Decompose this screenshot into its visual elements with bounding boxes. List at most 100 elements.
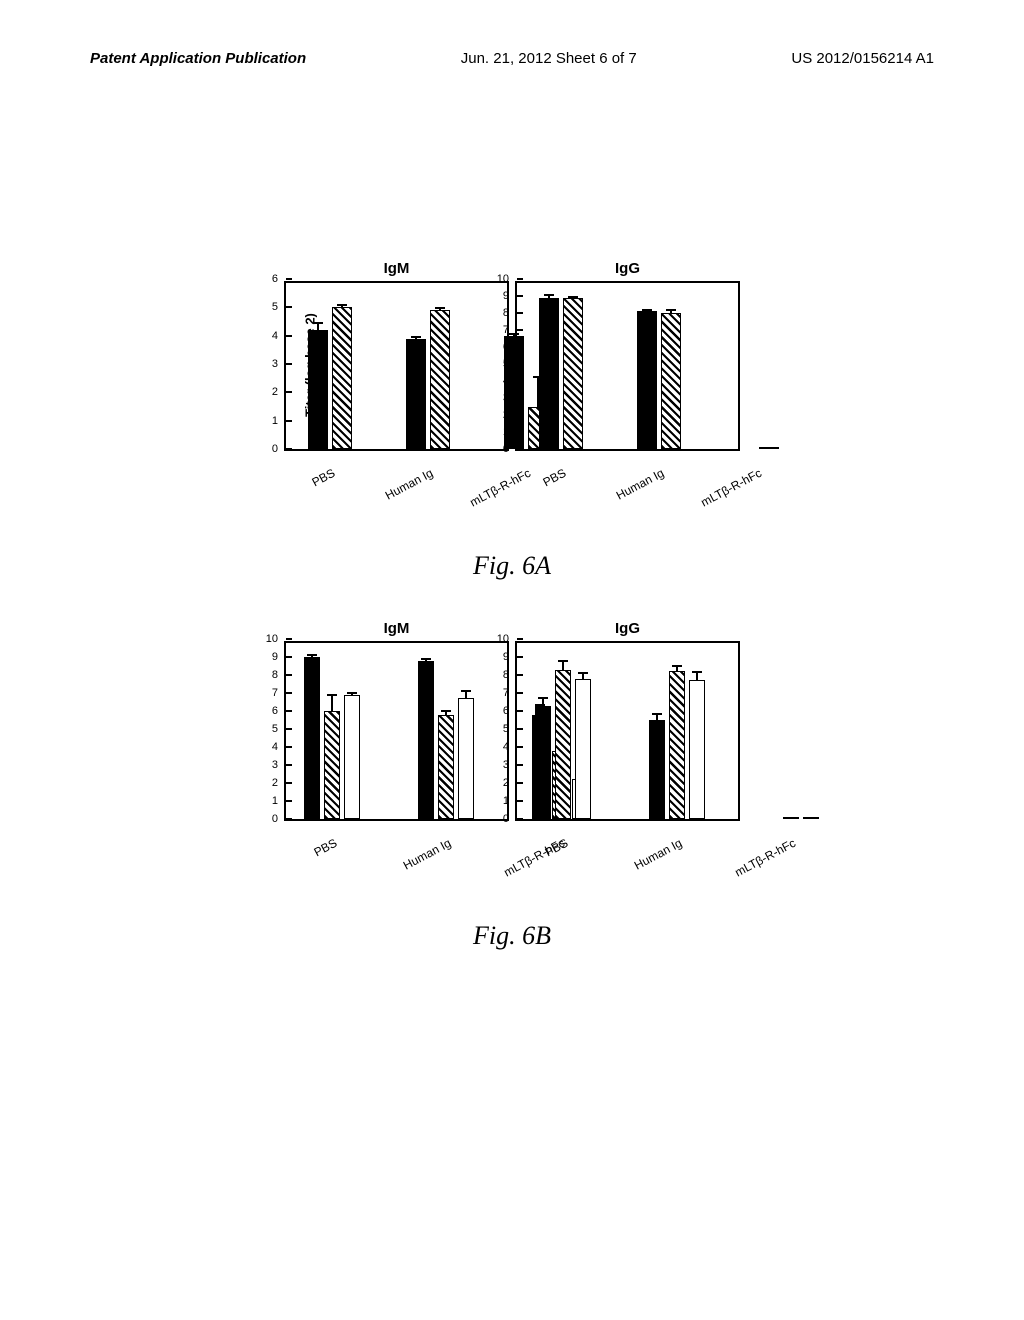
bar — [759, 447, 779, 449]
error-bar — [331, 694, 333, 712]
y-tick-label: 5 — [489, 723, 509, 735]
y-tick-label: 1 — [489, 795, 509, 807]
bar — [637, 311, 657, 449]
x-tick-label: Human Ig — [401, 836, 454, 873]
y-tick — [286, 638, 292, 640]
y-tick-label: 5 — [489, 358, 509, 370]
bars-container — [286, 283, 507, 449]
y-tick-label: 0 — [258, 813, 278, 825]
figure-6a: IgMTiter (log base 2)0123456PBSHuman Igm… — [284, 260, 740, 581]
error-bar — [542, 697, 544, 706]
y-tick-label: 1 — [489, 426, 509, 438]
y-tick-label: 2 — [489, 409, 509, 421]
header-right: US 2012/0156214 A1 — [791, 50, 934, 67]
y-tick-label: 7 — [489, 687, 509, 699]
error-bar — [646, 309, 648, 312]
y-tick — [517, 638, 523, 640]
chart-panel: IgMTiter (log base 2)012345678910PBSHuma… — [284, 620, 509, 881]
y-tick-label: 2 — [489, 777, 509, 789]
panel-title: IgM — [284, 260, 509, 277]
plot-area: 0123456 — [284, 281, 509, 451]
y-tick — [286, 278, 292, 280]
error-bar — [415, 336, 417, 339]
error-bar — [425, 658, 427, 661]
error-bar — [317, 322, 319, 331]
bar-group — [535, 670, 591, 819]
y-tick-label: 8 — [258, 669, 278, 681]
y-tick-label: 10 — [489, 273, 509, 285]
y-tick-label: 7 — [258, 687, 278, 699]
bar — [783, 817, 799, 819]
y-tick-label: 4 — [489, 741, 509, 753]
bar — [418, 661, 434, 819]
y-tick — [517, 278, 523, 280]
y-tick-label: 10 — [489, 633, 509, 645]
chart-panel: IgMTiter (log base 2)0123456PBSHuman Igm… — [284, 260, 509, 511]
y-tick-label: 5 — [258, 723, 278, 735]
bar — [438, 715, 454, 819]
bar — [308, 330, 328, 449]
bar-group — [304, 657, 360, 819]
y-tick-label: 2 — [258, 777, 278, 789]
y-tick-label: 8 — [489, 307, 509, 319]
y-tick-label: 3 — [258, 358, 278, 370]
y-tick-label: 0 — [258, 443, 278, 455]
x-tick-label: Human Ig — [632, 836, 685, 873]
chart-panel: IgG012345678910PBSHuman IgmLTβ-R-hFc — [515, 260, 740, 511]
y-tick-label: 6 — [258, 273, 278, 285]
bar-group — [406, 310, 450, 449]
bar — [803, 817, 819, 819]
bars-container — [286, 643, 507, 819]
error-bar — [439, 307, 441, 311]
bar — [563, 298, 583, 449]
y-tick-label: 3 — [489, 392, 509, 404]
error-bar — [670, 309, 672, 314]
panel-title: IgG — [515, 620, 740, 637]
bar-group — [735, 447, 779, 449]
plot-area: 012345678910 — [284, 641, 509, 821]
x-tick-label: mLTβ-R-hFc — [733, 836, 798, 880]
fig6b-caption: Fig. 6B — [284, 921, 740, 951]
error-bar — [656, 713, 658, 720]
error-bar — [548, 294, 550, 297]
y-tick-label: 4 — [489, 375, 509, 387]
x-tick-label: PBS — [312, 836, 340, 860]
x-tick-label: PBS — [310, 466, 338, 490]
fig6a-caption: Fig. 6A — [284, 551, 740, 581]
bar-group — [637, 311, 681, 449]
bar-group — [308, 307, 352, 449]
y-tick-label: 8 — [489, 669, 509, 681]
error-bar — [582, 672, 584, 679]
x-tick-label: mLTβ-R-hFc — [699, 466, 764, 510]
bar — [689, 680, 705, 819]
y-tick-label: 4 — [258, 741, 278, 753]
y-tick-label: 0 — [489, 813, 509, 825]
x-labels: PBSHuman IgmLTβ-R-hFc — [284, 451, 509, 511]
x-labels: PBSHuman IgmLTβ-R-hFc — [284, 821, 509, 881]
y-tick-label: 0 — [489, 443, 509, 455]
bars-container — [517, 643, 738, 819]
chart-panel: IgG 012345678910PBSHuman IgmLTβ-R-hFc — [515, 620, 740, 881]
y-tick-label: 9 — [489, 651, 509, 663]
y-tick-label: 1 — [258, 415, 278, 427]
panel-title: IgM — [284, 620, 509, 637]
y-tick-label: 1 — [258, 795, 278, 807]
bar — [344, 695, 360, 819]
bar — [430, 310, 450, 449]
x-labels: PBSHuman IgmLTβ-R-hFc — [515, 821, 740, 881]
bar-group — [763, 817, 819, 819]
header-center: Jun. 21, 2012 Sheet 6 of 7 — [461, 50, 637, 67]
x-tick-label: PBS — [541, 466, 569, 490]
error-bar — [311, 654, 313, 657]
plot-area: 012345678910 — [515, 641, 740, 821]
bar — [661, 313, 681, 449]
x-tick-label: Human Ig — [614, 466, 667, 503]
bar-group — [539, 298, 583, 449]
bar — [669, 671, 685, 819]
bar — [575, 679, 591, 819]
bar — [332, 307, 352, 449]
x-tick-label: Human Ig — [383, 466, 436, 503]
error-bar — [341, 304, 343, 308]
y-tick-label: 2 — [258, 386, 278, 398]
bar — [649, 720, 665, 819]
